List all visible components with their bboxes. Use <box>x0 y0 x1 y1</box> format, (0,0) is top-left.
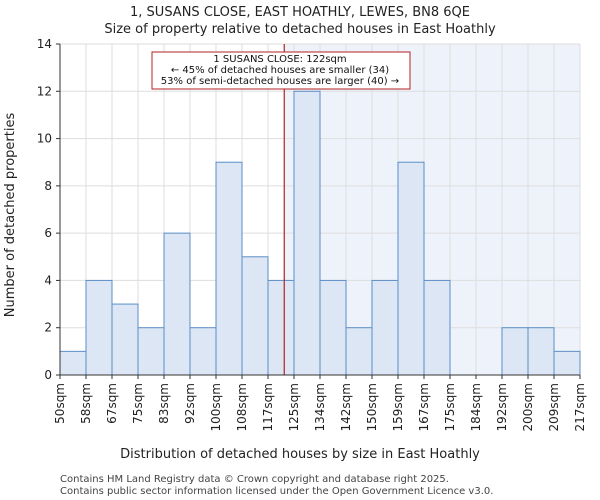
histogram-bar <box>189 327 217 376</box>
chart-title-line2: Size of property relative to detached ho… <box>104 22 496 37</box>
x-tick-label: 92sqm <box>183 383 197 424</box>
x-tick-label: 159sqm <box>391 383 405 431</box>
histogram-bar <box>85 279 113 376</box>
histogram-bar <box>111 303 139 376</box>
x-tick-label: 209sqm <box>547 383 561 431</box>
x-tick-label: 100sqm <box>209 383 223 431</box>
marker-annotation: 1 SUSANS CLOSE: 122sqm ← 45% of detached… <box>151 51 411 90</box>
histogram-bar <box>267 279 295 376</box>
y-tick-label: 0 <box>44 368 52 382</box>
x-tick-label: 50sqm <box>53 383 67 424</box>
histogram-bar <box>397 161 425 376</box>
y-tick-label: 14 <box>37 37 52 51</box>
x-tick-label: 75sqm <box>131 383 145 424</box>
x-tick-label: 83sqm <box>157 383 171 424</box>
histogram-bar <box>501 327 529 376</box>
annotation-line3: 53% of semi-detached houses are larger (… <box>161 76 399 87</box>
x-tick-label: 67sqm <box>105 383 119 424</box>
y-axis-label: Number of detached properties <box>3 113 18 318</box>
x-tick-labels: 50sqm 58sqm 67sqm 75sqm 83sqm 92sqm 100sqm 108s… <box>53 383 587 431</box>
x-tick-label: 184sqm <box>469 383 483 431</box>
histogram-bar <box>137 327 165 376</box>
y-tick-label: 2 <box>44 321 52 335</box>
histogram-bar <box>345 327 373 376</box>
x-tick-label: 167sqm <box>417 383 431 431</box>
y-tick-labels: 0 2 4 6 8 10 12 14 <box>37 37 52 382</box>
x-tick-label: 200sqm <box>521 383 535 431</box>
footer-line1: Contains HM Land Registry data © Crown c… <box>60 474 449 485</box>
axes <box>56 43 581 379</box>
x-tick-label: 150sqm <box>365 383 379 431</box>
y-tick-label: 10 <box>37 132 52 146</box>
histogram-bar <box>553 350 581 376</box>
histogram-bar <box>241 256 269 376</box>
x-tick-label: 134sqm <box>313 383 327 431</box>
y-tick-label: 4 <box>44 273 52 287</box>
bars <box>59 90 581 376</box>
y-tick-label: 8 <box>44 179 52 193</box>
footer-line2: Contains public sector information licen… <box>60 486 493 497</box>
y-tick-label: 6 <box>44 226 52 240</box>
histogram-bar <box>423 279 451 376</box>
x-tick-label: 175sqm <box>443 383 457 431</box>
histogram-bar <box>319 279 347 376</box>
x-tick-label: 192sqm <box>495 383 509 431</box>
x-axis-label: Distribution of detached houses by size … <box>120 447 480 462</box>
x-tick-label: 58sqm <box>79 383 93 424</box>
annotation-line2: ← 45% of detached houses are smaller (34… <box>171 65 389 76</box>
chart-title-line1: 1, SUSANS CLOSE, EAST HOATHLY, LEWES, BN… <box>130 5 470 20</box>
x-tick-label: 117sqm <box>261 383 275 431</box>
x-tick-label: 125sqm <box>287 383 301 431</box>
x-tick-label: 142sqm <box>339 383 353 431</box>
annotation-box <box>151 51 411 90</box>
histogram-bar <box>371 279 399 376</box>
histogram-bar <box>527 327 555 376</box>
histogram-bar <box>293 90 321 376</box>
histogram-bar <box>59 350 87 376</box>
annotation-line1: 1 SUSANS CLOSE: 122sqm <box>213 54 346 65</box>
histogram-bar <box>163 232 191 376</box>
x-tick-label: 108sqm <box>235 383 249 431</box>
histogram-bar <box>215 161 243 376</box>
x-tick-label: 217sqm <box>573 383 587 431</box>
y-tick-label: 12 <box>37 84 52 98</box>
